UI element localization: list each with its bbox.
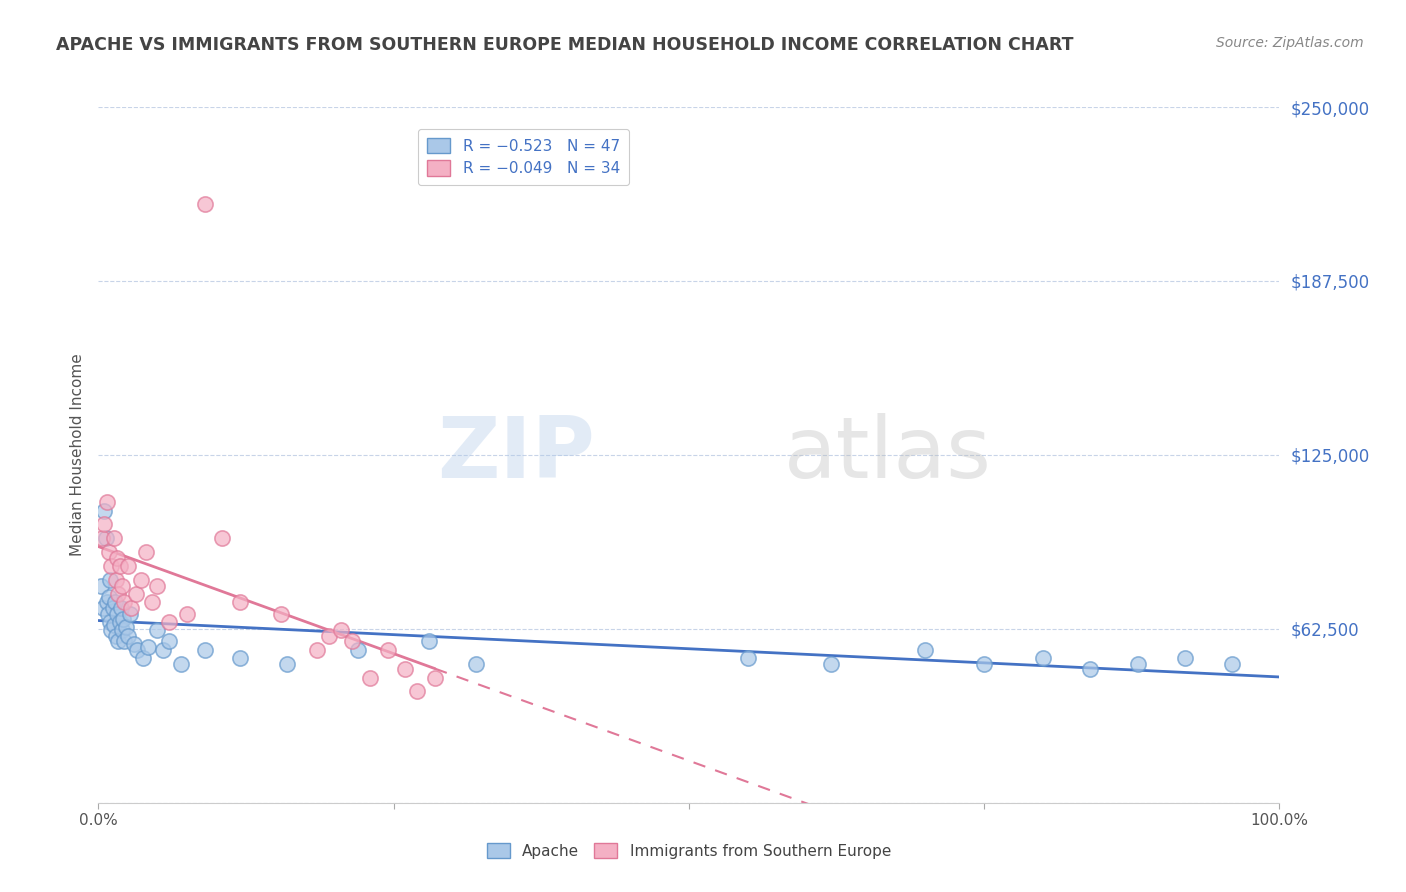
Point bbox=[120, 607, 142, 621]
Point bbox=[105, 550, 128, 565]
Point bbox=[305, 642, 328, 657]
Point bbox=[111, 624, 134, 638]
Point bbox=[406, 684, 429, 698]
Point bbox=[418, 634, 440, 648]
Point bbox=[176, 607, 198, 621]
Point bbox=[108, 559, 131, 574]
Point bbox=[100, 559, 122, 574]
Point bbox=[114, 620, 136, 634]
Point bbox=[1080, 662, 1102, 676]
Point bbox=[93, 517, 115, 532]
Point bbox=[93, 503, 115, 517]
Point bbox=[377, 642, 399, 657]
Point bbox=[104, 595, 127, 609]
Point bbox=[465, 657, 488, 671]
Point bbox=[98, 545, 121, 559]
Point bbox=[98, 590, 121, 604]
Y-axis label: Median Household Income: Median Household Income bbox=[69, 353, 84, 557]
Point bbox=[112, 634, 135, 648]
Point bbox=[820, 657, 842, 671]
Point bbox=[132, 651, 155, 665]
Point bbox=[96, 495, 118, 509]
Point bbox=[110, 601, 132, 615]
Point bbox=[121, 601, 143, 615]
Point bbox=[194, 197, 217, 211]
Point bbox=[157, 615, 180, 629]
Point bbox=[394, 662, 416, 676]
Point bbox=[105, 629, 128, 643]
Point bbox=[229, 595, 252, 609]
Point bbox=[129, 573, 152, 587]
Point bbox=[146, 579, 169, 593]
Point bbox=[329, 624, 352, 638]
Point bbox=[91, 532, 114, 546]
Point bbox=[211, 532, 233, 546]
Point bbox=[105, 607, 128, 621]
Point bbox=[359, 671, 381, 685]
Point bbox=[170, 657, 193, 671]
Point bbox=[1174, 651, 1197, 665]
Point bbox=[125, 587, 148, 601]
Point bbox=[135, 545, 157, 559]
Point bbox=[98, 615, 121, 629]
Point bbox=[107, 634, 129, 648]
Point bbox=[90, 579, 112, 593]
Point bbox=[141, 595, 163, 609]
Point bbox=[423, 671, 446, 685]
Point bbox=[112, 612, 135, 626]
Point bbox=[108, 615, 131, 629]
Point bbox=[1220, 657, 1243, 671]
Point bbox=[973, 657, 995, 671]
Point bbox=[91, 601, 114, 615]
Point bbox=[103, 532, 125, 546]
Point bbox=[737, 651, 759, 665]
Point bbox=[107, 587, 129, 601]
Point bbox=[318, 629, 340, 643]
Point bbox=[98, 573, 121, 587]
Point bbox=[97, 607, 120, 621]
Text: ZIP: ZIP bbox=[437, 413, 595, 497]
Point bbox=[1126, 657, 1149, 671]
Point bbox=[100, 624, 122, 638]
Point bbox=[1032, 651, 1054, 665]
Point bbox=[122, 637, 145, 651]
Text: APACHE VS IMMIGRANTS FROM SOUTHERN EUROPE MEDIAN HOUSEHOLD INCOME CORRELATION CH: APACHE VS IMMIGRANTS FROM SOUTHERN EUROP… bbox=[56, 36, 1074, 54]
Point bbox=[146, 624, 169, 638]
Point bbox=[276, 657, 298, 671]
Legend: Apache, Immigrants from Southern Europe: Apache, Immigrants from Southern Europe bbox=[481, 837, 897, 864]
Point bbox=[270, 607, 292, 621]
Point bbox=[342, 634, 364, 648]
Point bbox=[103, 617, 125, 632]
Point bbox=[914, 642, 936, 657]
Point bbox=[152, 642, 174, 657]
Point bbox=[111, 579, 134, 593]
Text: atlas: atlas bbox=[783, 413, 991, 497]
Point bbox=[96, 595, 118, 609]
Point bbox=[101, 601, 124, 615]
Text: Source: ZipAtlas.com: Source: ZipAtlas.com bbox=[1216, 36, 1364, 50]
Point bbox=[117, 559, 139, 574]
Point bbox=[117, 629, 139, 643]
Point bbox=[127, 642, 149, 657]
Point bbox=[94, 532, 117, 546]
Point bbox=[347, 642, 370, 657]
Point bbox=[105, 573, 128, 587]
Point bbox=[136, 640, 159, 654]
Point bbox=[157, 634, 180, 648]
Point bbox=[229, 651, 252, 665]
Point bbox=[112, 595, 135, 609]
Point bbox=[194, 642, 217, 657]
